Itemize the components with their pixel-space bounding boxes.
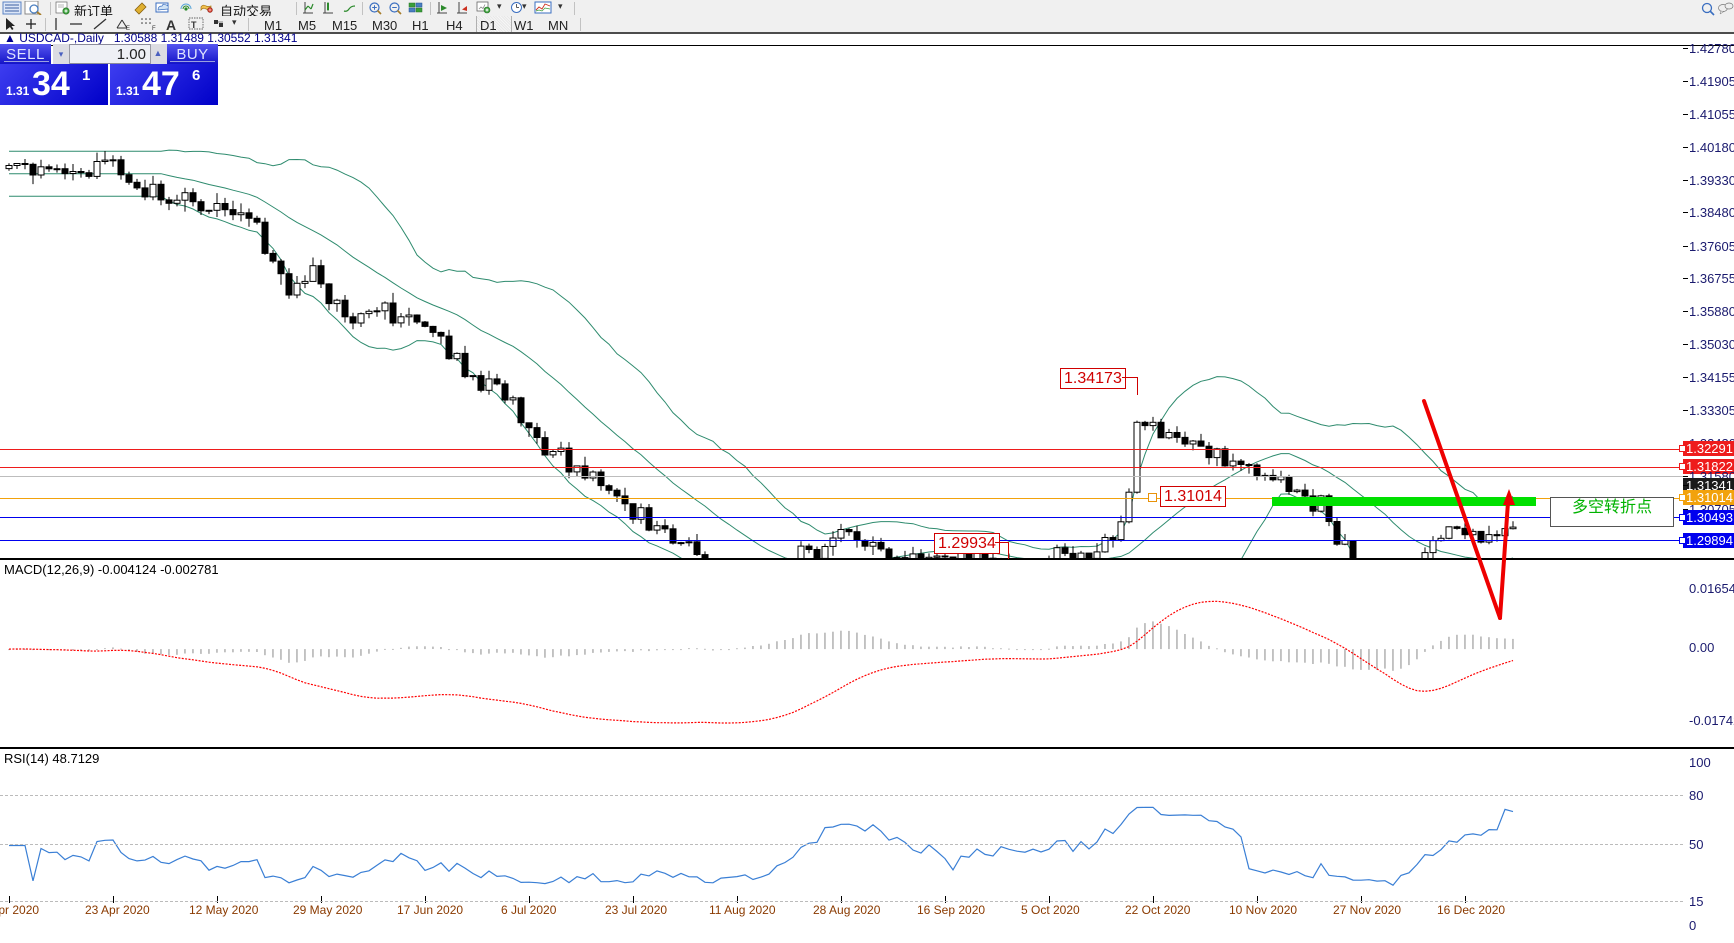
svg-text:T: T bbox=[191, 20, 197, 30]
